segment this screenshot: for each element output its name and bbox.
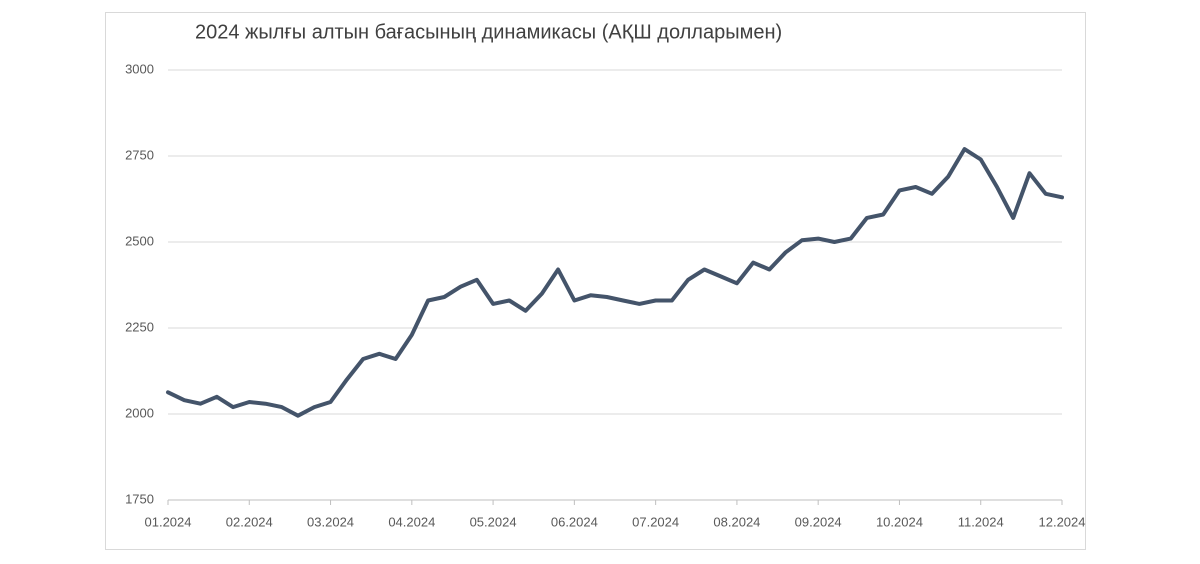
x-tick-label: 09.2024 <box>795 514 842 529</box>
y-tick-label: 2750 <box>125 147 154 162</box>
y-tick-label: 1750 <box>125 491 154 506</box>
x-tick-label: 08.2024 <box>713 514 760 529</box>
y-tick-label: 2000 <box>125 405 154 420</box>
y-tick-label: 2250 <box>125 319 154 334</box>
x-tick-label: 03.2024 <box>307 514 354 529</box>
x-tick-label: 10.2024 <box>876 514 923 529</box>
chart-title: 2024 жылғы алтын бағасының динамикасы (А… <box>195 21 782 43</box>
chart-border <box>105 12 1086 550</box>
y-tick-label: 3000 <box>125 61 154 76</box>
x-tick-label: 04.2024 <box>388 514 435 529</box>
x-tick-label: 06.2024 <box>551 514 598 529</box>
x-tick-label: 02.2024 <box>226 514 273 529</box>
x-tick-label: 07.2024 <box>632 514 679 529</box>
y-tick-label: 2500 <box>125 233 154 248</box>
price-line <box>166 147 1064 418</box>
x-tick-label: 01.2024 <box>145 514 192 529</box>
x-tick-label: 11.2024 <box>958 514 1004 529</box>
x-tick-label: 12.2024 <box>1039 514 1086 529</box>
x-tick-label: 05.2024 <box>470 514 517 529</box>
